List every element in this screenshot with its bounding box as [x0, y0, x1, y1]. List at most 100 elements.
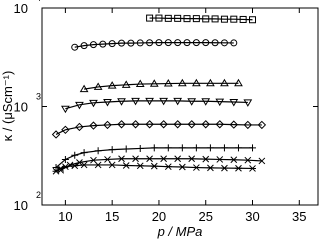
marker-asterisk	[150, 162, 158, 170]
marker-triangle-down	[173, 97, 183, 106]
marker-cross	[174, 155, 182, 163]
x-tick-label: 15	[105, 209, 119, 224]
y-axis-label: κ / (μScm⁻¹)	[0, 71, 15, 142]
marker-asterisk	[234, 164, 242, 172]
series-line	[74, 42, 234, 48]
marker-asterisk	[122, 162, 130, 169]
marker-triangle-down	[187, 98, 197, 106]
marker-plus	[94, 147, 102, 155]
x-axis-label: p / MPa	[157, 224, 203, 239]
marker-triangle	[163, 79, 173, 87]
marker-cross	[160, 155, 167, 163]
marker-circle	[89, 41, 97, 49]
marker-circle	[220, 39, 228, 47]
marker-diamond	[75, 122, 84, 132]
marker-asterisk	[178, 163, 186, 171]
marker-circle	[164, 39, 172, 47]
marker-plus	[150, 144, 158, 152]
y-tick-exponent: 3	[36, 92, 41, 102]
marker-square	[164, 14, 172, 22]
marker-plus	[136, 144, 144, 152]
marker-triangle-down	[229, 99, 239, 107]
marker-asterisk	[220, 164, 228, 172]
marker-cross	[146, 155, 153, 163]
marker-triangle	[149, 79, 159, 87]
marker-triangle-down	[243, 99, 253, 107]
marker-asterisk	[249, 165, 257, 172]
marker-triangle-down	[159, 97, 168, 106]
marker-diamond	[89, 121, 98, 130]
marker-diamond	[61, 125, 70, 135]
marker-circle	[127, 39, 135, 47]
marker-plus	[249, 144, 257, 152]
marker-circle	[80, 42, 88, 50]
marker-diamond	[187, 120, 196, 129]
marker-square	[155, 14, 163, 22]
marker-square	[183, 15, 191, 23]
marker-triangle	[220, 78, 229, 87]
marker-circle	[71, 43, 79, 51]
marker-asterisk	[206, 164, 214, 172]
marker-diamond	[117, 120, 126, 129]
marker-diamond	[51, 130, 61, 139]
marker-diamond	[131, 120, 140, 129]
marker-diamond	[173, 120, 182, 129]
marker-triangle-down	[103, 99, 112, 107]
marker-cross	[216, 156, 224, 163]
marker-asterisk	[192, 164, 200, 171]
marker-plus	[192, 144, 200, 152]
marker-square	[202, 15, 210, 23]
marker-square	[220, 15, 228, 23]
marker-plus	[71, 151, 79, 159]
marker-plus	[164, 144, 172, 152]
marker-square	[230, 15, 238, 23]
series-line	[55, 123, 262, 136]
marker-triangle-down	[117, 98, 126, 106]
marker-circle	[118, 39, 126, 47]
marker-square	[192, 15, 200, 23]
marker-diamond	[103, 120, 112, 130]
marker-triangle-down	[89, 99, 98, 108]
marker-triangle	[177, 78, 187, 87]
series-line	[149, 17, 253, 21]
marker-circle	[211, 39, 219, 47]
x-tick-label: 10	[58, 209, 72, 224]
marker-triangle	[234, 78, 243, 87]
marker-circle	[202, 39, 210, 47]
marker-diamond	[243, 120, 253, 130]
series-line	[60, 158, 262, 171]
x-tick-label: 20	[152, 209, 166, 224]
y-tick-exponent: 2	[36, 190, 41, 200]
marker-asterisk	[108, 161, 116, 169]
y-tick-base: 10	[14, 1, 28, 16]
marker-triangle	[107, 81, 117, 89]
marker-plus	[234, 144, 242, 152]
marker-square	[174, 14, 182, 22]
marker-cross	[118, 155, 125, 163]
marker-circle	[174, 39, 182, 47]
marker-plus	[61, 155, 69, 163]
marker-asterisk	[80, 161, 88, 169]
x-tick-label: 30	[245, 209, 259, 224]
marker-plus	[122, 145, 130, 153]
marker-triangle-down	[201, 98, 211, 106]
marker-cross	[258, 157, 266, 165]
marker-diamond	[215, 120, 224, 129]
plot-frame	[41, 7, 319, 206]
marker-triangle	[206, 78, 215, 87]
marker-square	[146, 14, 154, 22]
series-line	[84, 82, 239, 90]
marker-triangle-down	[215, 98, 225, 107]
x-tick-label: 25	[198, 209, 212, 224]
y-tick-base: 10	[14, 198, 28, 213]
marker-asterisk	[136, 162, 144, 170]
marker-plus	[80, 149, 88, 157]
marker-triangle	[93, 82, 103, 90]
marker-cross	[132, 155, 139, 163]
y-tick-label: 10	[14, 198, 28, 213]
marker-diamond	[257, 120, 267, 130]
x-tick-label: 35	[292, 209, 306, 224]
marker-asterisk	[71, 162, 79, 170]
y-tick-base: 10	[14, 100, 28, 115]
